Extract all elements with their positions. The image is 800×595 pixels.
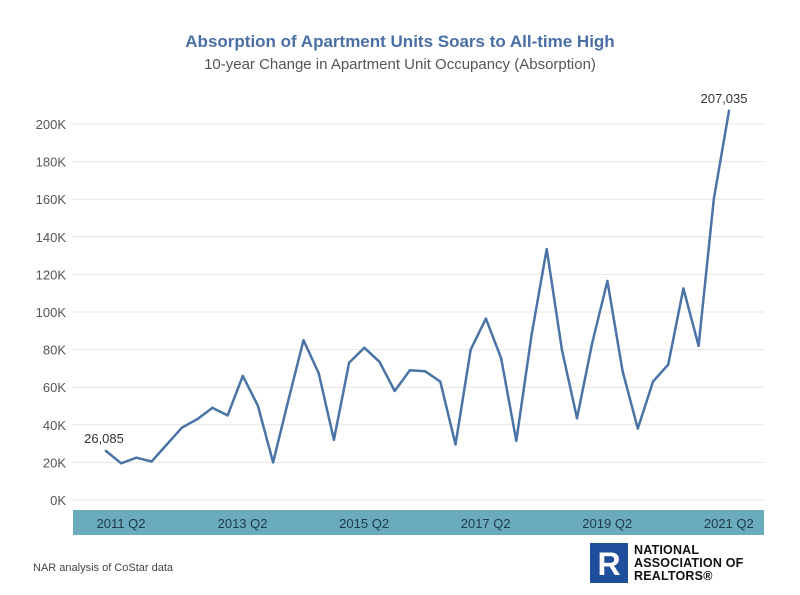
data-point xyxy=(606,279,609,283)
data-point xyxy=(195,417,199,421)
source-note: NAR analysis of CoStar data xyxy=(33,562,174,574)
logo-line-3: REALTORS® xyxy=(634,568,713,583)
nar-logo: R NATIONAL ASSOCIATION OF REALTORS® xyxy=(590,543,744,583)
y-tick-label: 180K xyxy=(36,155,67,170)
x-tick-label: 2011 Q2 xyxy=(97,516,146,531)
data-point xyxy=(378,360,381,364)
data-point xyxy=(515,439,518,442)
data-point xyxy=(135,456,138,459)
data-point xyxy=(256,404,260,408)
data-point xyxy=(180,426,184,429)
data-point xyxy=(439,380,442,383)
logo-line-2: ASSOCIATION OF xyxy=(634,555,744,570)
data-point xyxy=(575,417,579,420)
data-point xyxy=(499,356,503,360)
y-tick-label: 160K xyxy=(36,192,67,207)
data-point xyxy=(317,371,320,375)
data-point xyxy=(560,348,564,351)
data-point xyxy=(697,344,700,348)
data-point xyxy=(287,399,290,402)
data-point xyxy=(621,370,624,373)
data-point xyxy=(469,348,472,351)
data-point xyxy=(408,369,412,372)
x-tick-label: 2015 Q2 xyxy=(339,516,389,531)
data-point xyxy=(651,380,655,383)
y-tick-label: 60K xyxy=(43,380,66,395)
series-line xyxy=(104,109,731,465)
data-point xyxy=(104,449,108,453)
data-point xyxy=(393,389,396,393)
x-tick-label: 2013 Q2 xyxy=(218,516,268,531)
data-point xyxy=(712,198,716,201)
chart-title: Absorption of Apartment Units Soars to A… xyxy=(185,32,615,51)
y-tick-label: 120K xyxy=(36,267,67,282)
data-point xyxy=(150,460,153,463)
data-point xyxy=(363,346,366,349)
data-point xyxy=(727,109,731,112)
y-tick-label: 140K xyxy=(36,230,67,245)
x-tick-label: 2021 Q2 xyxy=(704,516,754,531)
data-point xyxy=(332,438,336,442)
data-point xyxy=(454,443,457,446)
data-point xyxy=(119,462,123,465)
svg-text:R: R xyxy=(597,546,620,582)
data-point xyxy=(545,247,548,251)
data-point xyxy=(682,287,685,290)
y-tick-label: 200K xyxy=(36,117,67,132)
data-point xyxy=(636,427,640,430)
logo-line-1: NATIONAL xyxy=(634,542,700,557)
data-point xyxy=(667,363,670,366)
data-point xyxy=(165,443,168,446)
y-tick-label: 80K xyxy=(43,343,66,358)
data-point xyxy=(530,334,533,337)
data-point xyxy=(591,341,594,345)
data-point xyxy=(302,339,305,342)
y-tick-label: 20K xyxy=(43,455,66,470)
data-point xyxy=(271,461,275,464)
data-point xyxy=(241,374,244,378)
data-point xyxy=(226,414,229,417)
data-point xyxy=(347,361,351,364)
x-tick-label: 2017 Q2 xyxy=(461,516,511,531)
y-tick-label: 40K xyxy=(43,418,66,433)
data-point xyxy=(211,406,214,410)
x-axis-band xyxy=(73,510,764,535)
realtor-r-logo-icon: R xyxy=(590,543,628,583)
data-point xyxy=(423,370,427,373)
y-tick-label: 0K xyxy=(50,493,66,508)
data-point xyxy=(484,317,488,320)
chart-subtitle: 10-year Change in Apartment Unit Occupan… xyxy=(204,56,596,73)
x-tick-label: 2019 Q2 xyxy=(582,516,632,531)
y-tick-label: 100K xyxy=(36,305,67,320)
end-value-label: 207,035 xyxy=(701,91,748,106)
start-value-label: 26,085 xyxy=(84,431,124,446)
